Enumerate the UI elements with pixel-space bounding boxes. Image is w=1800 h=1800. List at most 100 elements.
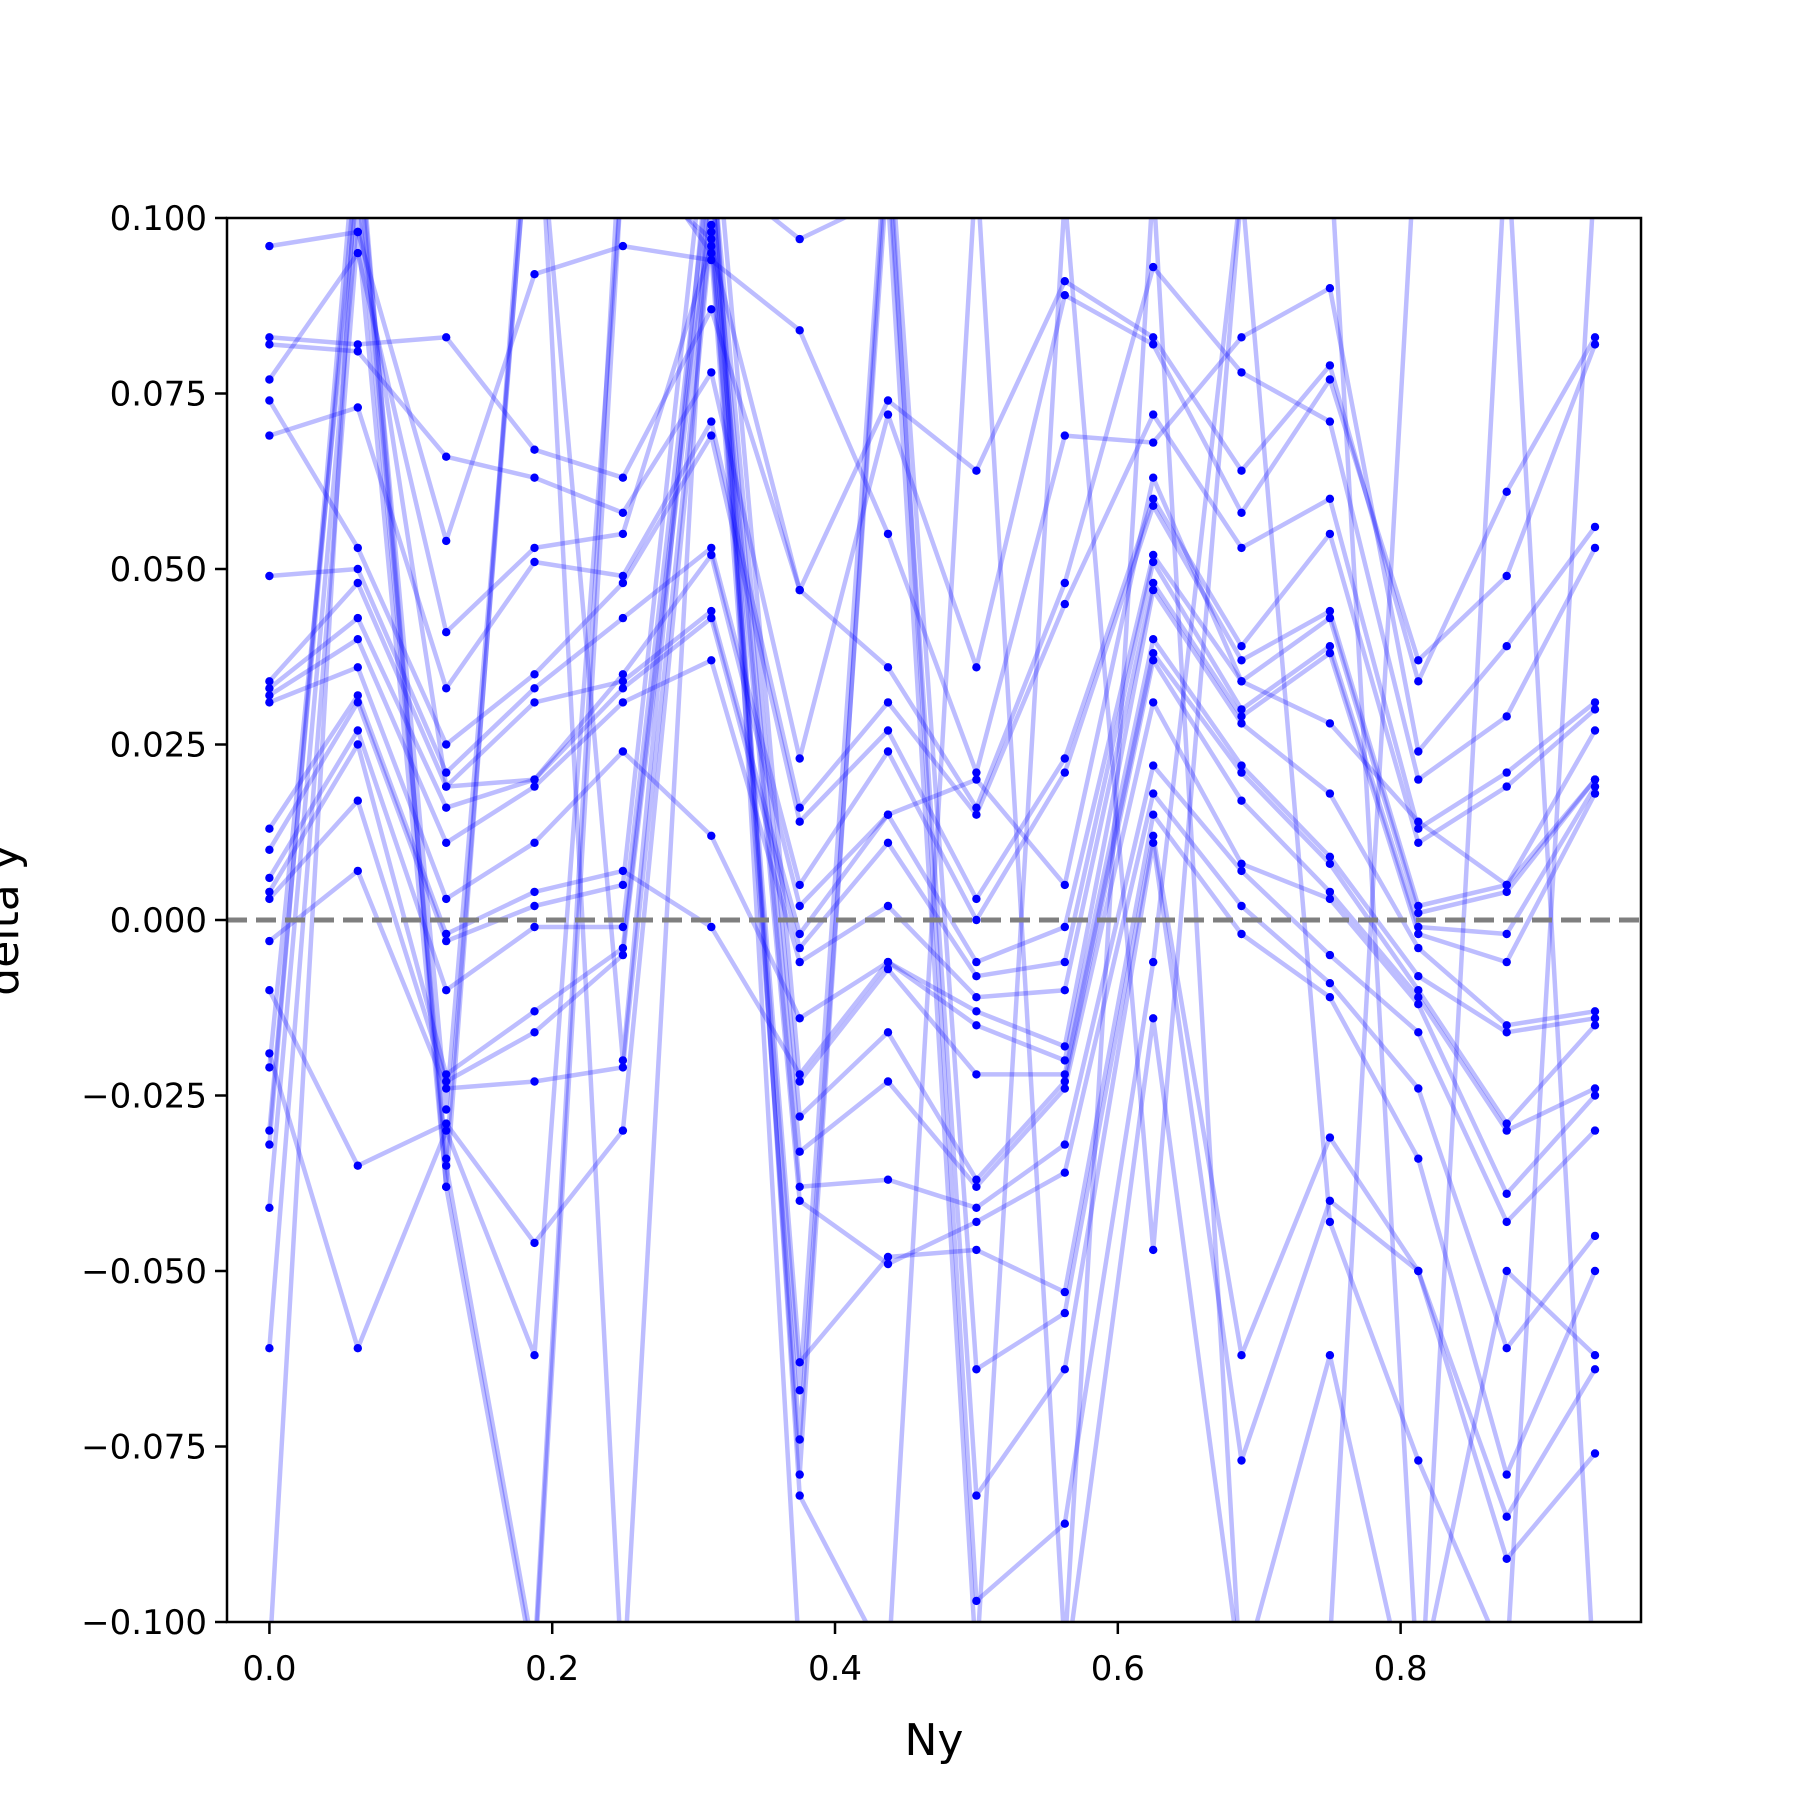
data-point: [265, 986, 274, 995]
x-tick-label: 0.6: [1091, 1649, 1145, 1689]
data-point: [972, 1203, 981, 1213]
series-line-22: [267, 218, 1594, 1622]
data-point: [1149, 838, 1158, 847]
data-point: [1237, 656, 1246, 665]
data-point: [972, 1007, 981, 1016]
data-point: [530, 557, 539, 567]
data-point: [1149, 635, 1158, 644]
data-point: [1149, 501, 1158, 510]
data-point: [1325, 361, 1335, 370]
data-point: [1149, 656, 1158, 665]
data-point: [442, 1070, 451, 1079]
data-point: [1590, 1365, 1600, 1374]
data-point: [442, 1084, 451, 1093]
data-point: [1502, 957, 1511, 967]
data-point: [1502, 712, 1511, 721]
data-point: [1325, 979, 1335, 988]
data-point: [1237, 796, 1246, 805]
data-point: [795, 1070, 804, 1079]
data-point: [1149, 438, 1158, 447]
data-point: [707, 613, 716, 623]
data-point: [1237, 705, 1246, 714]
data-point: [265, 894, 274, 904]
data-point: [1590, 705, 1600, 714]
data-point: [1060, 291, 1070, 300]
data-point: [265, 1140, 274, 1149]
y-tick-label: 0.075: [110, 375, 207, 415]
data-point: [795, 1147, 804, 1156]
data-point: [353, 796, 362, 805]
data-point: [618, 698, 628, 707]
data-point: [530, 1007, 539, 1016]
data-point: [972, 957, 981, 967]
data-point: [618, 684, 628, 693]
data-point: [883, 396, 893, 405]
data-point: [972, 993, 981, 1002]
series-line-5: [268, 405, 1597, 831]
data-point: [1325, 375, 1335, 384]
data-point: [442, 628, 451, 637]
data-point: [1502, 1217, 1511, 1227]
data-point: [442, 333, 451, 342]
x-tick-label: 0.4: [808, 1649, 862, 1689]
data-point: [1590, 333, 1600, 342]
data-point: [1502, 768, 1511, 777]
data-point: [618, 950, 628, 960]
data-point: [707, 550, 716, 560]
data-point: [1237, 761, 1246, 770]
data-point: [265, 873, 274, 883]
series-line-16: [267, 218, 1597, 1225]
data-point: [1502, 1554, 1511, 1564]
data-point: [883, 1259, 893, 1269]
data-point: [972, 894, 981, 904]
data-point: [972, 768, 981, 777]
data-point: [1237, 333, 1246, 342]
data-point: [530, 1028, 539, 1037]
data-point: [1590, 1126, 1600, 1135]
data-point: [1502, 887, 1511, 897]
data-point: [1590, 522, 1600, 532]
data-point: [1149, 649, 1158, 658]
data-point: [618, 922, 628, 932]
x-tick-label: 0.0: [242, 1649, 296, 1689]
data-point: [1060, 1140, 1070, 1149]
data-point: [442, 1182, 451, 1192]
data-point: [1149, 473, 1158, 482]
data-point: [1060, 1308, 1070, 1318]
data-point: [618, 1056, 628, 1065]
data-point: [353, 227, 362, 237]
data-point: [707, 255, 716, 265]
series-line-19: [267, 218, 1597, 1519]
series-line-11: [268, 587, 1596, 1049]
data-point: [1325, 606, 1335, 616]
data-point: [1149, 761, 1158, 770]
data-point: [707, 368, 716, 377]
data-point: [1149, 831, 1158, 840]
data-point: [618, 943, 628, 953]
data-point: [265, 1344, 274, 1353]
data-point: [1414, 993, 1423, 1002]
data-point: [1414, 943, 1423, 953]
data-point: [795, 326, 804, 335]
data-point: [265, 936, 274, 946]
data-point: [795, 1470, 804, 1479]
data-point: [1237, 1351, 1246, 1360]
data-point: [1149, 1245, 1158, 1255]
series-line-8: [267, 552, 1597, 965]
data-point: [1325, 719, 1335, 728]
data-point: [353, 403, 362, 412]
data-point: [1325, 852, 1335, 861]
data-point: [972, 1070, 981, 1079]
data-point: [442, 782, 451, 791]
data-point: [1414, 922, 1423, 932]
series-line-10: [268, 580, 1597, 1000]
data-point: [883, 810, 893, 819]
x-axis-label: Ny: [905, 1715, 964, 1766]
data-point: [795, 1182, 804, 1192]
y-tick-label: 0.000: [110, 901, 207, 941]
data-point: [1502, 1512, 1511, 1521]
data-point: [618, 670, 628, 679]
data-point: [883, 529, 893, 539]
data-point: [1502, 782, 1511, 791]
data-point: [265, 333, 274, 342]
